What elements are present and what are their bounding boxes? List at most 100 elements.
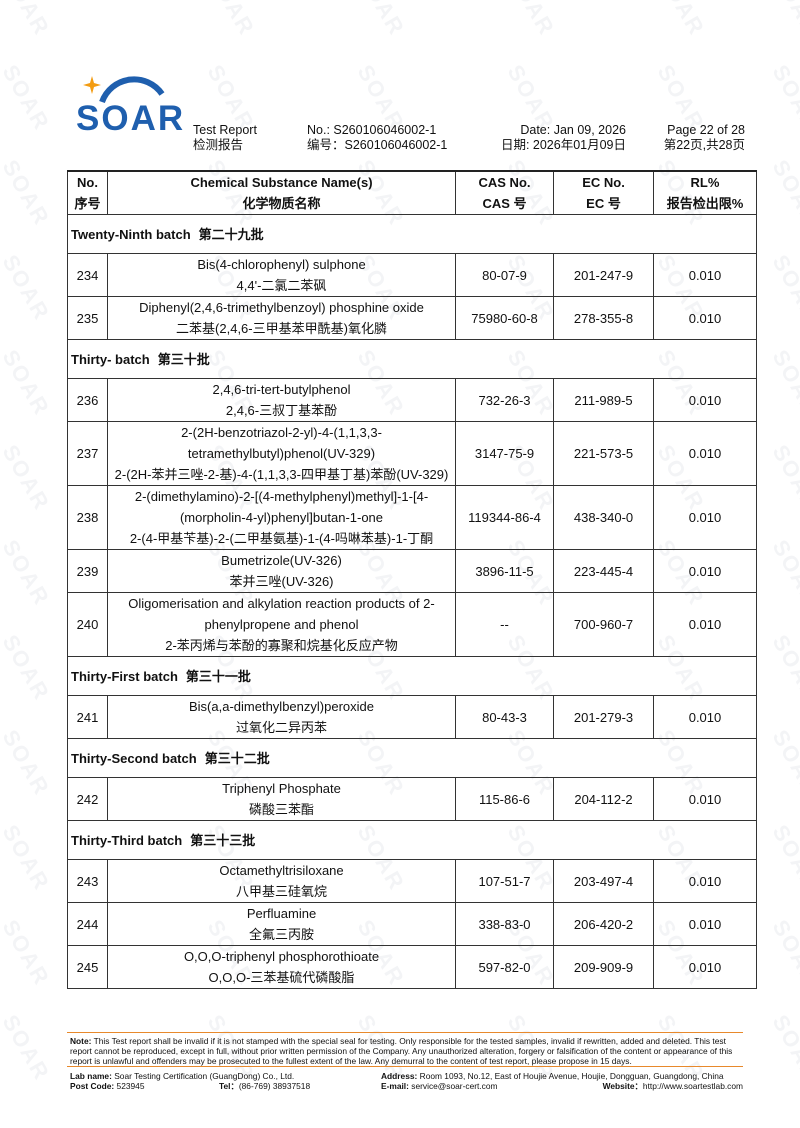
- name-cn: 2-(2H-苯并三唑-2-基)-4-(1,1,3,3-四甲基丁基)苯酚(UV-3…: [114, 467, 449, 482]
- logo-star: [83, 76, 101, 94]
- substance-row: 241 Bis(a,a-dimethylbenzyl)peroxide 过氧化二异丙…: [67, 695, 757, 739]
- watermark: SOAR: [652, 0, 710, 40]
- substance-name: Bumetrizole(UV-326) 苯并三唑(UV-326): [107, 549, 456, 593]
- batch-cn: 第三十批: [157, 351, 210, 367]
- substance-row: 242 Triphenyl Phosphate 磷酸三苯酯 115-86-6 204-1…: [67, 777, 757, 821]
- batch-cell: Thirty- batch 第三十批: [67, 339, 757, 379]
- text: Page 22 of 28: [667, 123, 745, 137]
- row-number: 244: [67, 902, 108, 946]
- label: Post Code:: [70, 1081, 115, 1091]
- name-en: 2,4,6-tri-tert-butylphenol: [212, 382, 351, 397]
- substance-row: 239 Bumetrizole(UV-326) 苯并三唑(UV-326) 3896-1…: [67, 549, 757, 593]
- name-en: Triphenyl Phosphate: [222, 781, 341, 796]
- substance-row: 236 2,4,6-tri-tert-butylphenol 2,4,6-三叔丁基苯…: [67, 378, 757, 422]
- batch-en: Thirty-Third batch: [71, 832, 183, 848]
- row-number: 234: [67, 253, 108, 297]
- cas-number: --: [455, 592, 554, 657]
- substance-name: 2-(dimethylamino)-2-[(4-methylphenyl)met…: [107, 485, 456, 550]
- logo-text: SOAR: [76, 99, 185, 138]
- watermark: SOAR: [0, 1010, 55, 1085]
- cas-number: 75980-60-8: [455, 296, 554, 340]
- watermark: SOAR: [0, 535, 55, 610]
- text: 日期: 2026年01月09日: [500, 138, 626, 152]
- rl-value: 0.010: [653, 253, 757, 297]
- name-en: Diphenyl(2,4,6-trimethylbenzoyl) phosphi…: [139, 300, 424, 315]
- name-cn: 2,4,6-三叔丁基苯酚: [225, 403, 338, 418]
- name-cn: 4,4'-二氯二苯砜: [236, 278, 327, 293]
- batch-cn: 第二十九批: [198, 226, 264, 242]
- watermark: SOAR: [767, 440, 800, 515]
- footer-note: Note: This Test report shall be invalid …: [70, 1036, 743, 1066]
- substance-name: Bis(4-chlorophenyl) sulphone 4,4'-二氯二苯砜: [107, 253, 456, 297]
- batch-row: Thirty-Second batch 第三十二批: [67, 738, 757, 778]
- batch-cn: 第三十三批: [190, 832, 256, 848]
- batch-cn: 第三十二批: [204, 750, 270, 766]
- watermark: SOAR: [767, 630, 800, 705]
- logo-arc: [99, 76, 165, 104]
- column-header: CAS No. CAS 号: [455, 170, 554, 215]
- row-number: 239: [67, 549, 108, 593]
- batch-cell: Thirty-First batch 第三十一批: [67, 656, 757, 696]
- text: 检测报告: [193, 138, 244, 152]
- batch-row: Thirty-First batch 第三十一批: [67, 656, 757, 696]
- row-number: 237: [67, 421, 108, 486]
- value: service@soar-cert.com: [411, 1081, 498, 1091]
- footer-rule: [67, 1032, 743, 1033]
- name-en: Oligomerisation and alkylation reaction …: [128, 596, 435, 632]
- substance-row: 234 Bis(4-chlorophenyl) sulphone 4,4'-二氯二苯…: [67, 253, 757, 297]
- watermark: SOAR: [767, 0, 800, 40]
- batch-cell: Twenty-Ninth batch 第二十九批: [67, 214, 757, 254]
- substance-name: O,O,O-triphenyl phosphorothioate O,O,O-三苯…: [107, 945, 456, 989]
- ec-number: 204-112-2: [553, 777, 654, 821]
- row-number: 241: [67, 695, 108, 739]
- substance-name: Octamethyltrisiloxane 八甲基三硅氧烷: [107, 859, 456, 903]
- cas-number: 119344-86-4: [455, 485, 554, 550]
- cas-number: 115-86-6: [455, 777, 554, 821]
- row-number: 238: [67, 485, 108, 550]
- ec-number: 221-573-5: [553, 421, 654, 486]
- name-en: 2-(2H-benzotriazol-2-yl)-4-(1,1,3,3-tetr…: [181, 425, 382, 461]
- batch-row: Twenty-Ninth batch 第二十九批: [67, 214, 757, 254]
- watermark: SOAR: [0, 60, 55, 135]
- name-cn: 2-苯丙烯与苯酚的寡聚和烷基化反应产物: [165, 638, 398, 653]
- ec-number: 201-247-9: [553, 253, 654, 297]
- header-row: No. 序号 Chemical Substance Name(s) 化学物质名称 CAS…: [67, 170, 757, 215]
- row-number: 240: [67, 592, 108, 657]
- name-cn: 二苯基(2,4,6-三甲基苯甲酰基)氧化膦: [176, 321, 387, 336]
- watermark: SOAR: [767, 60, 800, 135]
- substance-name: Oligomerisation and alkylation reaction …: [107, 592, 456, 657]
- column-header-en: EC No.: [582, 175, 625, 190]
- ec-number: 201-279-3: [553, 695, 654, 739]
- watermark: SOAR: [767, 820, 800, 895]
- ec-number: 438-340-0: [553, 485, 654, 550]
- cas-number: 597-82-0: [455, 945, 554, 989]
- rl-value: 0.010: [653, 378, 757, 422]
- watermark: SOAR: [0, 250, 55, 325]
- watermark: SOAR: [767, 155, 800, 230]
- batch-row: Thirty- batch 第三十批: [67, 339, 757, 379]
- watermark: SOAR: [502, 0, 560, 40]
- name-cn: O,O,O-三苯基硫代磷酸脂: [208, 970, 355, 985]
- note-label: Note:: [70, 1036, 92, 1046]
- name-en: Bumetrizole(UV-326): [221, 553, 342, 568]
- watermark: SOAR: [767, 915, 800, 990]
- ec-number: 209-909-9: [553, 945, 654, 989]
- batch-en: Twenty-Ninth batch: [71, 226, 191, 242]
- column-header-cn: 化学物质名称: [242, 196, 321, 211]
- note-text: This Test report shall be invalid if it …: [70, 1036, 733, 1066]
- label: Lab name:: [70, 1071, 112, 1081]
- rl-value: 0.010: [653, 549, 757, 593]
- text: 编号：S260106046002-1: [307, 138, 448, 152]
- cas-number: 80-43-3: [455, 695, 554, 739]
- watermark: SOAR: [767, 725, 800, 800]
- substance-name: Diphenyl(2,4,6-trimethylbenzoyl) phosphi…: [107, 296, 456, 340]
- rl-value: 0.010: [653, 902, 757, 946]
- rl-value: 0.010: [653, 421, 757, 486]
- label: Tel：: [219, 1081, 239, 1091]
- column-header-cn: 序号: [74, 196, 101, 211]
- rl-value: 0.010: [653, 592, 757, 657]
- watermark: SOAR: [352, 0, 410, 40]
- column-header-cn: CAS 号: [482, 196, 527, 211]
- name-cn: 全氟三丙胺: [248, 927, 314, 942]
